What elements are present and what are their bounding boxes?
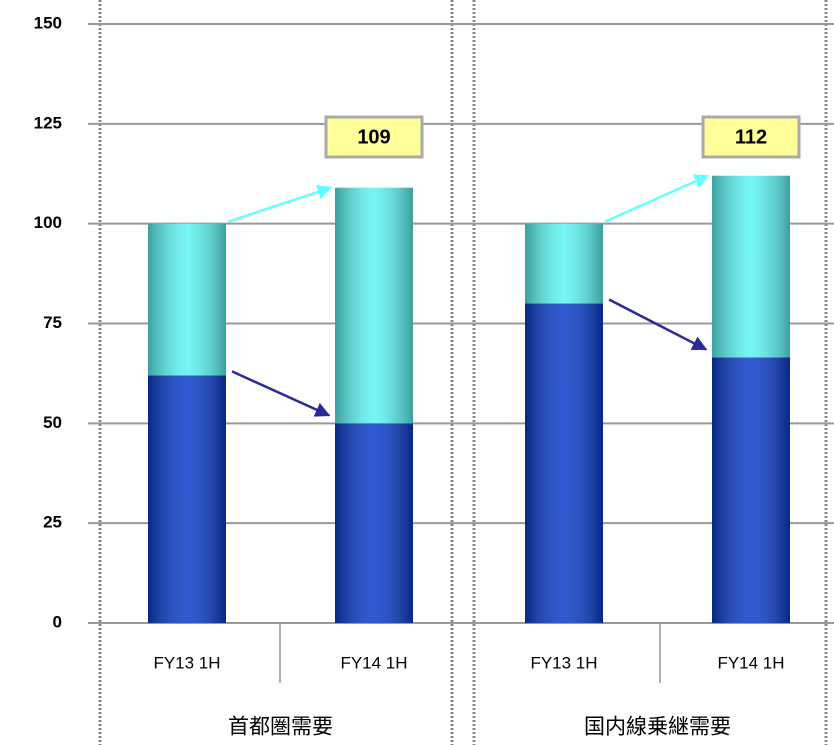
y-tick-label: 150	[34, 13, 62, 32]
x-tick-label: FY13 1H	[530, 653, 597, 672]
bar-shade	[335, 187, 413, 424]
total-box	[324, 115, 424, 159]
x-tick-label: FY14 1H	[717, 653, 784, 672]
bar-shade	[148, 223, 226, 376]
y-tick-label: 25	[43, 513, 62, 532]
bar-shade	[525, 303, 603, 623]
y-tick-label: 100	[34, 213, 62, 232]
bar-shade	[712, 175, 790, 358]
x-tick-label: FY13 1H	[153, 653, 220, 672]
total-label: 109	[357, 126, 390, 148]
arrow	[227, 184, 333, 223]
bar-shade	[335, 423, 413, 623]
arrow	[231, 370, 331, 417]
y-tick-label: 0	[53, 612, 62, 631]
y-tick-label: 75	[43, 313, 62, 332]
y-tick-label: 50	[43, 413, 62, 432]
x-tick-label: FY14 1H	[340, 653, 407, 672]
group-label: 首都圏需要	[228, 716, 333, 739]
total-label: 112	[735, 126, 767, 148]
bar-shade	[525, 223, 603, 304]
y-tick-label: 125	[34, 113, 62, 132]
bar-shade	[148, 375, 226, 623]
total-box	[701, 115, 801, 159]
group-label: 国内線乗継需要	[584, 716, 731, 739]
arrow	[604, 174, 710, 223]
arrow	[608, 298, 708, 351]
bar-shade	[712, 357, 790, 623]
